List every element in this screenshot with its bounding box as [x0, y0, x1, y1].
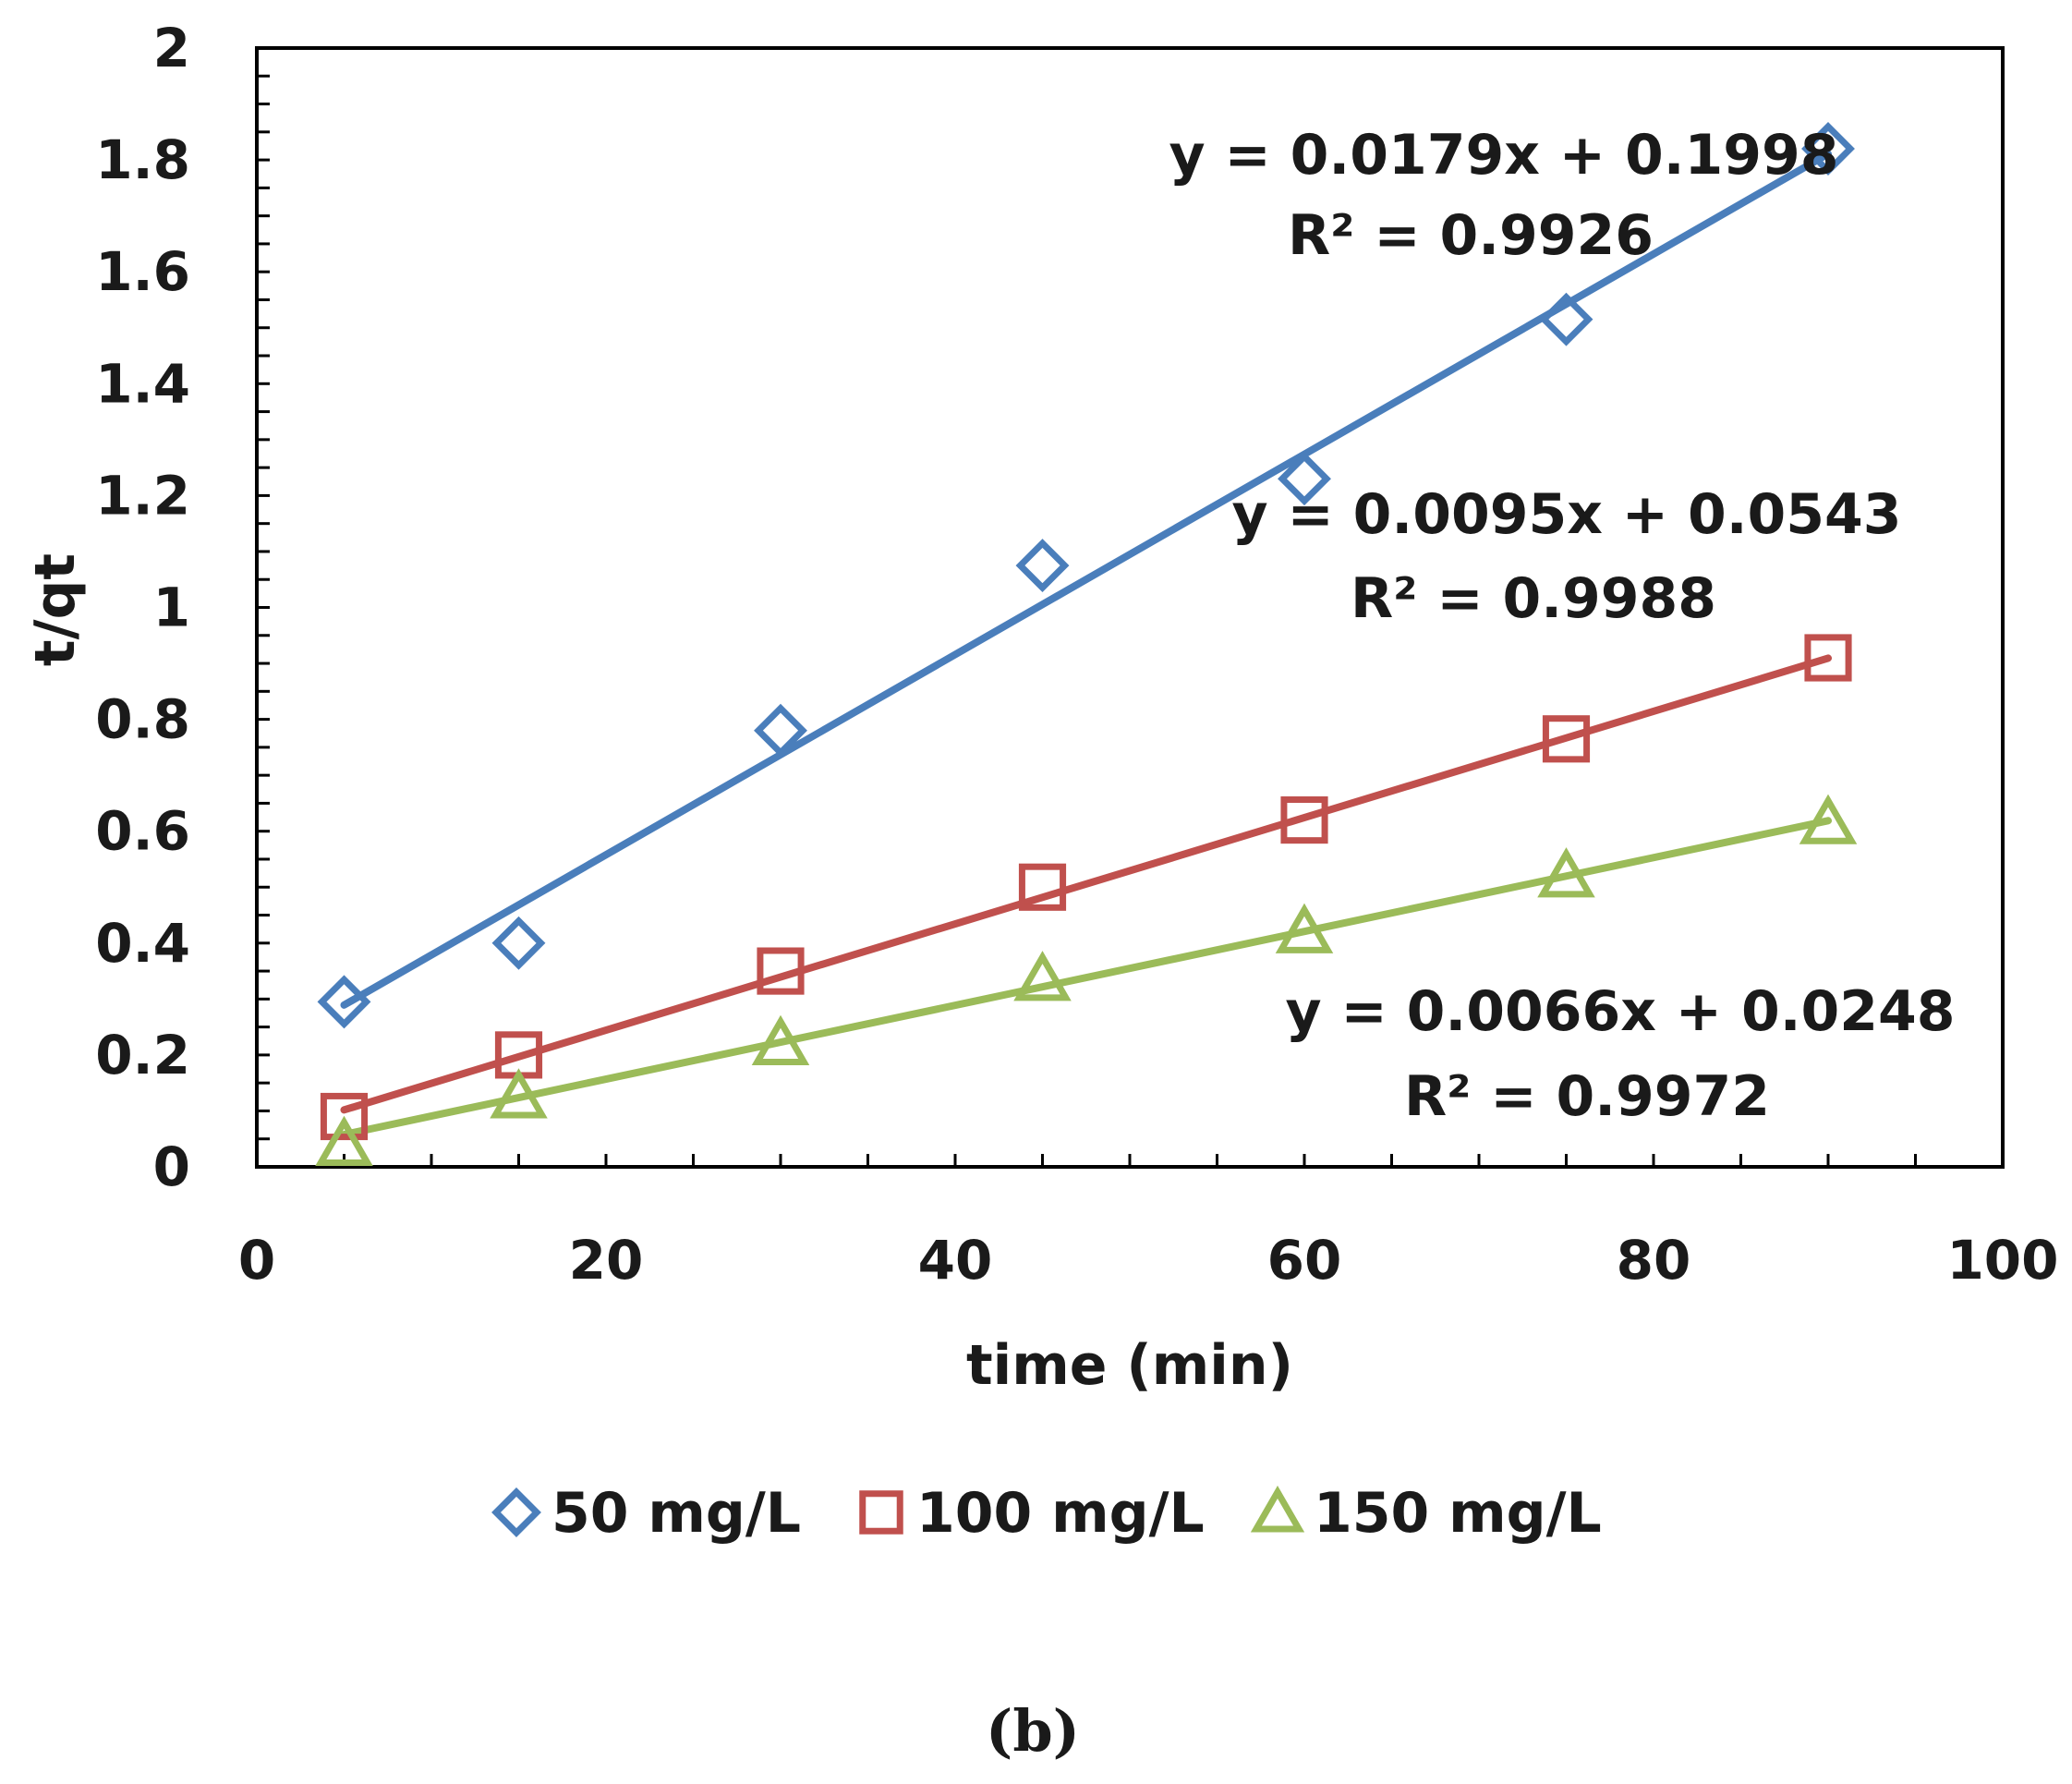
data-point-square [1804, 634, 1852, 682]
y-tick-label: 2 [153, 17, 190, 79]
data-point-square [1280, 796, 1328, 844]
data-markers [315, 122, 1858, 1166]
data-point-triangle [751, 1014, 810, 1065]
equation-100-mg-l: y = 0.0095x + 0.0543 [1232, 482, 1902, 547]
data-point-diamond [1015, 539, 1070, 593]
minor-ticks [255, 46, 2005, 1169]
y-tick-label: 1 [153, 576, 190, 639]
data-point-square [1542, 715, 1591, 763]
y-tick-label: 0.6 [95, 800, 190, 863]
data-point-triangle [1013, 951, 1072, 1001]
y-tick-label: 1.6 [95, 240, 190, 303]
legend-label-150-mg-l: 150 mg/L [1314, 1481, 1602, 1546]
y-tick-label: 0 [153, 1135, 190, 1198]
r2-100-mg-l: R² = 0.9988 [1351, 566, 1716, 631]
x-tick-label: 0 [238, 1229, 275, 1292]
y-tick-label: 0.8 [95, 688, 190, 751]
legend-icon-diamond [491, 1487, 541, 1537]
data-point-square [1018, 863, 1067, 911]
y-tick-label: 1.8 [95, 128, 190, 191]
r2-50-mg-l: R² = 0.9926 [1288, 203, 1654, 268]
legend-icons [491, 1485, 1305, 1537]
x-tick-label: 20 [569, 1229, 644, 1292]
legend-label-50-mg-l: 50 mg/L [551, 1481, 801, 1546]
x-tick-label: 60 [1267, 1229, 1342, 1292]
trendline-2 [340, 654, 1832, 1114]
data-point-triangle [490, 1068, 548, 1119]
data-point-triangle [1537, 847, 1595, 898]
data-point-diamond [1278, 452, 1331, 506]
r2-150-mg-l: R² = 0.9972 [1404, 1064, 1770, 1129]
data-point-square [320, 1092, 369, 1141]
y-tick-label: 1.4 [95, 352, 190, 415]
tick-labels: 0 20 40 60 80 100 0 0.2 0.4 0.6 0.8 1 1.2 1.4 1.6 1.8 2 [95, 17, 2058, 1292]
data-point-triangle [315, 1115, 373, 1166]
y-tick-label: 1.2 [95, 464, 190, 527]
data-point-diamond [1801, 122, 1855, 176]
x-tick-label: 100 [1946, 1229, 2058, 1292]
data-point-triangle [1275, 903, 1334, 953]
trendline-1 [340, 150, 1832, 1009]
data-point-square [757, 947, 805, 995]
legend-icon-triangle [1250, 1485, 1305, 1533]
legend-label-100-mg-l: 100 mg/L [916, 1481, 1205, 1546]
legend-icon-square [859, 1490, 903, 1535]
y-tick-label: 0.2 [95, 1024, 190, 1086]
x-tick-label: 80 [1617, 1229, 1691, 1292]
data-point-diamond [317, 975, 371, 1029]
legend: 50 mg/L 100 mg/L 150 mg/L [491, 1481, 1602, 1546]
data-point-diamond [491, 916, 546, 970]
figure-caption: (b) [986, 1697, 1080, 1765]
equation-150-mg-l: y = 0.0066x + 0.0248 [1286, 979, 1956, 1044]
equation-50-mg-l: y = 0.0179x + 0.1998 [1169, 123, 1839, 188]
data-point-triangle [1799, 794, 1858, 844]
data-point-diamond [1539, 292, 1593, 346]
data-point-diamond [754, 703, 807, 758]
x-axis-title: time (min) [966, 1333, 1293, 1398]
x-tick-label: 40 [918, 1229, 993, 1292]
y-axis-title: t/qt [23, 553, 88, 666]
y-tick-label: 0.4 [95, 912, 190, 975]
